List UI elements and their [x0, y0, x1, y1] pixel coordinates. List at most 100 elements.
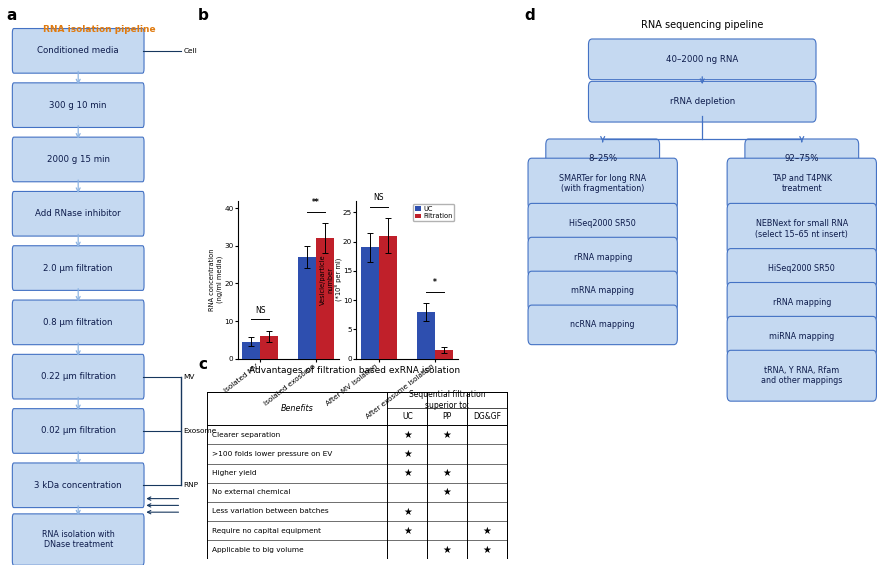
Text: 0.22 μm filtration: 0.22 μm filtration [40, 372, 115, 381]
Text: ★: ★ [443, 487, 451, 497]
Text: ★: ★ [403, 506, 412, 516]
FancyBboxPatch shape [546, 139, 660, 177]
Text: MV: MV [183, 373, 194, 380]
Text: 2000 g 15 min: 2000 g 15 min [47, 155, 110, 164]
Text: 300 g 10 min: 300 g 10 min [49, 101, 107, 110]
Text: DG&GF: DG&GF [473, 412, 502, 421]
Text: ★: ★ [403, 430, 412, 440]
Text: 40–2000 ng RNA: 40–2000 ng RNA [666, 55, 738, 64]
Text: 0.02 μm filtration: 0.02 μm filtration [40, 427, 115, 436]
Bar [316, 238, 334, 359]
Text: RNA sequencing pipeline: RNA sequencing pipeline [641, 20, 764, 30]
Text: ★: ★ [483, 525, 492, 536]
Text: Add RNase inhibitor: Add RNase inhibitor [35, 209, 121, 218]
Text: 0.8 μm filtration: 0.8 μm filtration [43, 318, 113, 327]
FancyBboxPatch shape [528, 271, 678, 311]
Text: *: * [433, 279, 437, 287]
Text: 8–25%: 8–25% [588, 154, 617, 163]
Text: PP: PP [443, 412, 451, 421]
Y-axis label: RNA concentration
(ng/ml media): RNA concentration (ng/ml media) [209, 249, 223, 311]
Text: TAP and T4PNK
treatment: TAP and T4PNK treatment [772, 174, 832, 193]
Text: ncRNA mapping: ncRNA mapping [570, 320, 635, 329]
FancyBboxPatch shape [727, 203, 876, 254]
Text: NS: NS [255, 306, 266, 315]
FancyBboxPatch shape [727, 316, 876, 356]
FancyBboxPatch shape [727, 350, 876, 401]
Text: mRNA mapping: mRNA mapping [571, 286, 634, 295]
Y-axis label: Vesicle/particle
number
(*10⁸ per ml): Vesicle/particle number (*10⁸ per ml) [320, 254, 341, 305]
Text: RNA isolation pipeline: RNA isolation pipeline [43, 25, 155, 34]
FancyBboxPatch shape [528, 203, 678, 243]
Bar [208, 392, 507, 559]
Text: Applicable to big volume: Applicable to big volume [212, 547, 304, 553]
Text: RNP: RNP [183, 483, 198, 488]
Text: Less variation between batches: Less variation between batches [212, 508, 329, 515]
Text: d: d [524, 8, 535, 24]
Text: Clearer separation: Clearer separation [212, 432, 281, 438]
FancyBboxPatch shape [12, 83, 144, 128]
Text: UC: UC [402, 412, 413, 421]
FancyBboxPatch shape [12, 300, 144, 345]
FancyBboxPatch shape [727, 282, 876, 322]
FancyBboxPatch shape [12, 514, 144, 565]
Bar [242, 342, 260, 359]
Bar [260, 336, 278, 359]
Text: Advantages of filtration based exRNA isolation: Advantages of filtration based exRNA iso… [249, 366, 459, 375]
Text: No external chemical: No external chemical [212, 489, 290, 496]
Text: ★: ★ [443, 468, 451, 478]
FancyBboxPatch shape [12, 354, 144, 399]
Text: miRNA mapping: miRNA mapping [769, 332, 834, 341]
Text: SMARTer for long RNA
(with fragmentation): SMARTer for long RNA (with fragmentation… [559, 174, 646, 193]
Text: Conditioned media: Conditioned media [37, 46, 119, 55]
Bar [417, 312, 435, 359]
Text: ★: ★ [483, 545, 492, 555]
Text: b: b [198, 8, 209, 24]
Text: NS: NS [374, 193, 385, 202]
Text: Benefits: Benefits [281, 404, 313, 413]
Text: ★: ★ [443, 430, 451, 440]
FancyBboxPatch shape [12, 29, 144, 73]
FancyBboxPatch shape [589, 39, 816, 80]
Legend: UC, Filtration: UC, Filtration [413, 204, 454, 221]
Text: ★: ★ [403, 449, 412, 459]
FancyBboxPatch shape [744, 139, 859, 177]
Text: ★: ★ [403, 468, 412, 478]
Text: RNA isolation with
DNase treatment: RNA isolation with DNase treatment [42, 530, 114, 549]
Text: NEBNext for small RNA
(select 15–65 nt insert): NEBNext for small RNA (select 15–65 nt i… [755, 219, 848, 238]
Text: ★: ★ [403, 525, 412, 536]
Bar [298, 257, 316, 359]
Text: **: ** [312, 198, 320, 207]
Text: Cell: Cell [183, 48, 197, 54]
Bar [379, 236, 397, 359]
Text: Exosome: Exosome [183, 428, 216, 434]
Text: rRNA mapping: rRNA mapping [773, 298, 831, 307]
Text: 92–75%: 92–75% [785, 154, 819, 163]
FancyBboxPatch shape [528, 305, 678, 345]
Text: c: c [198, 357, 207, 372]
Text: 2.0 μm filtration: 2.0 μm filtration [43, 263, 113, 272]
FancyBboxPatch shape [528, 237, 678, 277]
Text: Higher yield: Higher yield [212, 470, 257, 476]
Text: Sequential filtration
superior to:: Sequential filtration superior to: [409, 390, 486, 410]
FancyBboxPatch shape [589, 81, 816, 122]
Text: >100 folds lower pressure on EV: >100 folds lower pressure on EV [212, 451, 333, 457]
FancyBboxPatch shape [12, 246, 144, 290]
FancyBboxPatch shape [727, 249, 876, 288]
FancyBboxPatch shape [727, 158, 876, 209]
Text: rRNA depletion: rRNA depletion [670, 97, 735, 106]
Text: a: a [6, 8, 17, 24]
Text: rRNA mapping: rRNA mapping [574, 253, 632, 262]
FancyBboxPatch shape [528, 158, 678, 209]
Text: HiSeq2000 SR50: HiSeq2000 SR50 [768, 264, 835, 273]
Text: ★: ★ [443, 545, 451, 555]
FancyBboxPatch shape [12, 137, 144, 182]
Text: HiSeq2000 SR50: HiSeq2000 SR50 [569, 219, 636, 228]
Bar [435, 350, 453, 359]
Text: Require no capital equipment: Require no capital equipment [212, 528, 321, 533]
FancyBboxPatch shape [12, 408, 144, 453]
Bar [361, 247, 379, 359]
FancyBboxPatch shape [12, 463, 144, 507]
Text: 3 kDa concentration: 3 kDa concentration [34, 481, 122, 490]
Text: tRNA, Y RNA, Rfam
and other mappings: tRNA, Y RNA, Rfam and other mappings [761, 366, 842, 385]
FancyBboxPatch shape [12, 192, 144, 236]
